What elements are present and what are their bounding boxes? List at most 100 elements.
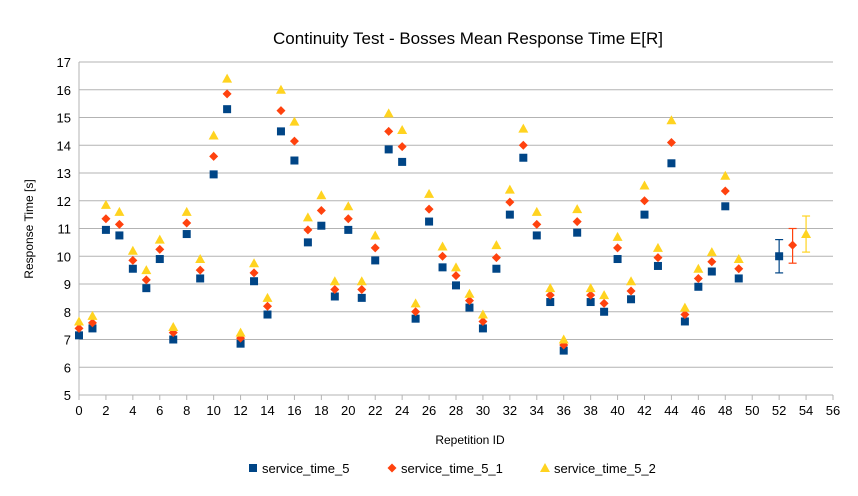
legend-label: service_time_5 [262,461,349,476]
data-point [465,303,474,312]
y-tick-label: 8 [64,305,71,320]
x-tick-label: 34 [530,403,544,418]
data-point [275,84,286,94]
x-tick-label: 48 [718,403,732,418]
x-axis-label: Repetition ID [435,433,505,447]
data-point [100,199,111,209]
data-point [680,317,689,326]
data-point [734,264,744,274]
data-point [302,212,313,222]
data-point [600,307,609,316]
legend-marker [387,463,397,473]
x-tick-label: 8 [183,403,190,418]
data-point [666,137,676,147]
data-point [464,296,474,306]
data-point [343,201,354,211]
data-point [720,186,730,196]
x-tick-label: 0 [75,403,82,418]
data-point [477,309,488,319]
data-point [142,284,151,293]
x-tick-label: 30 [476,403,490,418]
legend-marker [540,463,550,472]
data-point [195,254,206,264]
x-tick-label: 52 [772,403,786,418]
data-point [532,231,541,240]
y-tick-labels: 5 6 7 8 9 10 11 12 13 14 15 16 17 [57,55,71,403]
data-point [263,310,272,319]
data-point [87,318,97,328]
data-point [289,116,300,126]
data-point [733,254,744,264]
data-point [519,153,528,162]
data-point [613,255,622,264]
x-tick-label: 26 [422,403,436,418]
data-point [545,290,555,300]
data-point [74,316,84,326]
data-point [451,262,461,272]
y-tick-label: 9 [64,277,71,292]
data-point [250,277,259,286]
data-point [88,324,97,333]
y-tick-label: 5 [64,388,71,403]
data-point [559,346,568,355]
data-point [249,258,260,268]
data-point [127,245,138,255]
data-point [168,322,179,332]
data-point [679,302,690,312]
data-point [236,339,245,348]
data-point [115,231,124,240]
x-tick-label: 2 [102,403,109,418]
y-tick-label: 11 [58,222,72,237]
data-point [101,214,111,224]
plot-axes [78,62,834,400]
data-point [558,334,569,344]
data-point [734,274,743,283]
data-point [626,286,636,296]
y-tick-label: 10 [57,249,71,264]
y-tick-label: 15 [57,111,71,126]
data-point [114,206,125,216]
x-tick-label: 42 [637,403,651,418]
data-point [424,188,435,198]
data-point [209,170,218,179]
x-tick-label: 22 [368,403,382,418]
data-point [222,89,232,99]
data-point [317,221,326,230]
x-tick-label: 14 [260,403,274,418]
error-point-marker [801,229,812,239]
data-point [330,285,340,295]
data-point [452,281,460,290]
data-point [518,140,528,150]
data-point [114,219,124,229]
data-point [518,123,529,133]
data-point [397,124,408,134]
data-point [573,228,582,237]
data-point [384,145,393,154]
data-point [652,242,663,252]
data-point [289,136,299,146]
data-point [222,73,233,83]
data-point [383,108,394,118]
data-point [329,276,340,286]
data-point [141,275,151,285]
data-point [572,217,582,227]
x-tick-label: 12 [233,403,247,418]
x-tick-labels: 0 2 4 6 8 10 12 14 16 18 20 22 24 26 28 30 32 34 36 38 40 42 4… [75,403,840,418]
data-point [437,241,448,251]
data-point [128,264,137,273]
x-tick-label: 20 [341,403,355,418]
data-point [370,230,381,240]
data-point [101,225,110,234]
data-point [464,288,475,298]
data-point [680,310,690,320]
data-point [491,253,501,263]
data-point [653,261,662,270]
x-tick-label: 10 [206,403,220,418]
y-tick-label: 7 [64,333,71,348]
y-tick-label: 12 [57,194,71,209]
data-point [438,263,447,272]
data-point [303,238,312,247]
data-point [586,290,596,300]
data-point [505,197,515,207]
data-point [546,298,555,307]
